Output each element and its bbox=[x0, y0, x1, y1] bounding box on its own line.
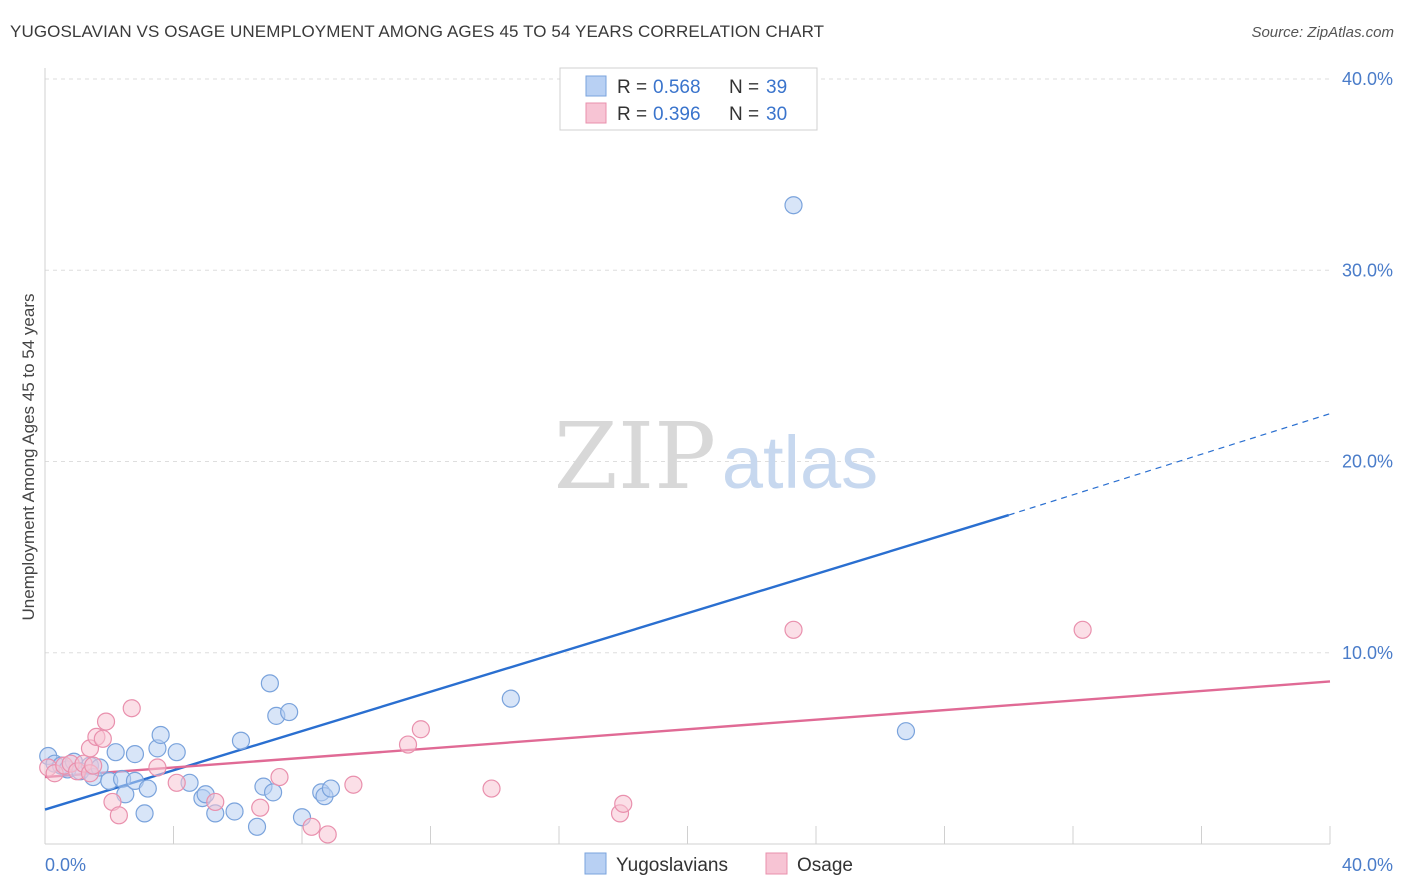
point-osage bbox=[614, 794, 633, 813]
point-osage bbox=[398, 735, 418, 754]
point-yugoslavians bbox=[280, 702, 299, 722]
point-osage bbox=[784, 620, 803, 639]
source-label: Source: ZipAtlas.com bbox=[1251, 24, 1394, 41]
y-axis-label: Unemployment Among Ages 45 to 54 years bbox=[19, 294, 38, 621]
legend-n-value: 39 bbox=[766, 77, 787, 98]
watermark-atlas: atlas bbox=[722, 421, 878, 504]
point-yugoslavians bbox=[260, 674, 279, 693]
bottom-legend-yugoslavians: Yugoslavians bbox=[616, 855, 728, 876]
point-yugoslavians bbox=[225, 802, 244, 821]
trendline-yugoslavians-extension bbox=[1008, 413, 1331, 516]
y-tick-label: 40.0% bbox=[1342, 69, 1393, 89]
legend-r-label: R = bbox=[617, 104, 647, 125]
point-osage bbox=[411, 720, 430, 739]
point-osage bbox=[251, 798, 270, 817]
legend-r-label: R = bbox=[617, 77, 647, 98]
point-yugoslavians bbox=[135, 804, 154, 823]
y-tick-label: 30.0% bbox=[1342, 260, 1393, 280]
point-osage bbox=[84, 756, 103, 775]
point-osage bbox=[344, 775, 363, 794]
legend-r-value: 0.568 bbox=[653, 77, 701, 98]
point-osage bbox=[148, 758, 167, 777]
bottom-legend-osage: Osage bbox=[797, 855, 853, 876]
bottom-legend-swatch-osage bbox=[765, 852, 788, 875]
point-yugoslavians bbox=[167, 743, 186, 762]
x-tick-label: 0.0% bbox=[45, 855, 86, 875]
point-osage bbox=[318, 825, 337, 844]
point-yugoslavians bbox=[321, 779, 341, 798]
point-yugoslavians bbox=[501, 689, 520, 708]
points-layer bbox=[39, 196, 1092, 844]
point-yugoslavians bbox=[247, 817, 267, 836]
trendline-osage bbox=[44, 680, 1331, 779]
watermark: ZIP atlas bbox=[554, 403, 878, 510]
point-osage bbox=[302, 817, 321, 836]
grid-layer bbox=[45, 78, 1330, 654]
point-osage bbox=[1073, 620, 1092, 639]
legend-swatch-yugoslavians bbox=[585, 75, 607, 97]
point-yugoslavians bbox=[784, 196, 803, 215]
legend-r-value: 0.396 bbox=[653, 104, 701, 125]
point-yugoslavians bbox=[231, 731, 251, 750]
point-yugoslavians bbox=[106, 743, 125, 762]
legend-n-label: N = bbox=[729, 104, 759, 125]
point-osage bbox=[167, 773, 186, 792]
point-osage bbox=[270, 767, 289, 787]
trend-layer bbox=[44, 413, 1331, 811]
point-osage bbox=[122, 699, 141, 718]
watermark-zip: ZIP bbox=[554, 403, 716, 510]
point-yugoslavians bbox=[896, 722, 916, 741]
x-tick-label: 40.0% bbox=[1342, 855, 1393, 875]
legend-n-label: N = bbox=[729, 77, 759, 98]
legend-n-value: 30 bbox=[766, 104, 787, 125]
y-tick-label: 20.0% bbox=[1342, 452, 1393, 472]
y-tick-label: 10.0% bbox=[1342, 643, 1393, 663]
chart-title: YUGOSLAVIAN VS OSAGE UNEMPLOYMENT AMONG … bbox=[10, 22, 825, 41]
point-osage bbox=[482, 779, 501, 798]
point-osage bbox=[109, 806, 128, 825]
legend-swatch-osage bbox=[585, 102, 607, 124]
bottom-legend-swatch-yugoslavians bbox=[584, 852, 607, 875]
ticks-layer: 10.0% 20.0% 30.0% 40.0% 0.0% 40.0% bbox=[45, 69, 1393, 875]
point-osage bbox=[93, 729, 112, 748]
point-yugoslavians bbox=[125, 745, 145, 764]
point-yugoslavians bbox=[263, 783, 283, 802]
axis-layer bbox=[44, 68, 1331, 845]
point-yugoslavians bbox=[138, 779, 157, 798]
point-yugoslavians bbox=[151, 725, 170, 745]
point-osage bbox=[206, 792, 225, 812]
bottom-legend: Yugoslavians Osage bbox=[584, 852, 853, 876]
point-osage bbox=[96, 712, 116, 731]
trendline-yugoslavians bbox=[44, 513, 1010, 811]
legend-box: R = 0.568 N = 39 R = 0.396 N = 30 bbox=[559, 67, 818, 131]
